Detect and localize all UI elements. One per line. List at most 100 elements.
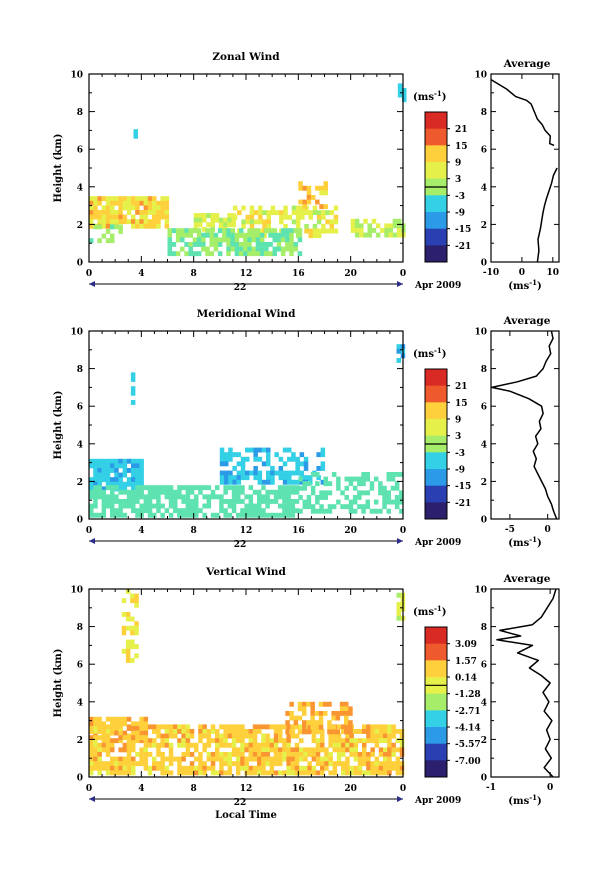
heatmap-cell	[278, 729, 283, 734]
heatmap-cell	[248, 729, 254, 734]
heatmap-cell	[152, 214, 157, 220]
heatmap-cell	[259, 251, 265, 257]
heatmap-cell	[276, 237, 282, 243]
heatmap-cell	[327, 508, 333, 514]
heatmap-cell	[320, 447, 326, 453]
heatmap-cell	[164, 508, 170, 514]
heatmap-cell	[353, 742, 359, 748]
heatmap-cell	[241, 219, 246, 225]
heatmap-cell	[310, 724, 315, 730]
heatmap-cell	[261, 479, 267, 485]
average-x-label: (ms-1)	[508, 793, 541, 807]
colorbar-segment	[425, 502, 447, 520]
heatmap-cell	[110, 716, 115, 722]
heatmap-cell	[227, 729, 233, 734]
heatmap-cell	[357, 738, 363, 744]
heatmap-cell	[105, 735, 111, 741]
heatmap-cell	[189, 729, 195, 734]
heatmap-cell	[105, 472, 111, 478]
heatmap-cell	[287, 214, 292, 220]
heatmap-cell	[302, 504, 307, 510]
colorbar-unit: (ms-1)	[413, 89, 446, 103]
heatmap-cell	[278, 489, 283, 495]
heatmap-cell	[245, 456, 250, 462]
average-y-tick-label: 10	[474, 586, 487, 596]
heatmap-cell	[320, 479, 326, 485]
heatmap-cell	[105, 724, 111, 730]
heatmap-cell	[315, 747, 321, 753]
heatmap-cell	[320, 756, 325, 762]
heatmap-cell	[311, 752, 317, 757]
heatmap-cell	[198, 489, 203, 495]
heatmap-cell	[143, 742, 149, 748]
heatmap-cell	[110, 747, 115, 753]
heatmap-cell	[362, 770, 367, 776]
heatmap-cell	[308, 214, 313, 220]
heatmap-cell	[209, 228, 214, 234]
heatmap-cell	[89, 765, 94, 771]
y-axis-label: Height (km)	[53, 391, 64, 460]
heatmap-cell	[290, 512, 296, 518]
heatmap-cell	[152, 765, 157, 771]
heatmap-cell	[303, 475, 309, 481]
average-frame	[490, 330, 560, 520]
heatmap-cell	[118, 716, 123, 722]
heatmap-cell	[316, 214, 322, 220]
average-y-tick-label: 8	[481, 623, 487, 633]
heatmap-cell	[391, 761, 396, 767]
heatmap-cell	[350, 228, 356, 233]
heatmap-cell	[89, 481, 94, 487]
heatmap-cell	[245, 475, 250, 481]
heatmap-cell	[247, 232, 252, 238]
heatmap-cell	[105, 468, 111, 473]
colorbar-unit-close: )	[442, 607, 447, 618]
heatmap-cell	[147, 223, 153, 229]
heatmap-cell	[349, 733, 354, 739]
heatmap-cell	[125, 648, 131, 654]
heatmap-cell	[269, 747, 275, 753]
heatmap-cell	[224, 452, 229, 458]
heatmap-cell	[399, 495, 404, 500]
heatmap-cell	[341, 729, 346, 734]
heatmap-cell	[315, 770, 321, 776]
heatmap-cell	[217, 237, 223, 243]
heatmap-cell	[327, 729, 332, 735]
heatmap-cell	[105, 196, 111, 202]
heatmap-cell	[279, 214, 284, 220]
heatmap-cell	[177, 729, 182, 734]
heatmap-cell	[156, 747, 161, 753]
heatmap-cell	[370, 765, 375, 771]
heatmap-cell	[265, 724, 270, 730]
heatmap-cell	[387, 752, 392, 757]
heatmap-cell	[294, 499, 300, 504]
heatmap-cell	[118, 721, 123, 727]
heatmap-cell	[276, 232, 282, 238]
heatmap-cell	[143, 223, 149, 229]
heatmap-cell	[97, 735, 102, 741]
heatmap-cell	[181, 752, 186, 757]
heatmap-cell	[177, 756, 182, 762]
heatmap-cell	[101, 205, 107, 211]
heatmap-cell	[373, 508, 379, 514]
colorbar-unit-sup: -1	[434, 604, 442, 613]
heatmap-cell	[264, 246, 269, 252]
heatmap-cell	[247, 242, 252, 247]
heatmap-cell	[269, 489, 275, 495]
heatmap-cell	[384, 232, 389, 238]
colorbar-tick-label: 3	[455, 432, 461, 442]
heatmap-cell	[294, 747, 300, 753]
heatmap-cell	[105, 765, 111, 771]
heatmap-cell	[378, 747, 384, 753]
average-y-tick-label: 4	[481, 183, 487, 193]
heatmap-cell	[194, 765, 199, 771]
heatmap-cell	[206, 499, 212, 504]
heatmap-cell	[335, 711, 341, 716]
heatmap-cell	[131, 508, 136, 514]
x-tick-label: 8	[191, 269, 197, 279]
average-y-tick-label: 4	[481, 440, 487, 450]
heatmap-cell	[336, 485, 341, 491]
heatmap-cell	[261, 447, 267, 453]
heatmap-cell	[156, 210, 161, 215]
heatmap-cell	[289, 232, 294, 238]
